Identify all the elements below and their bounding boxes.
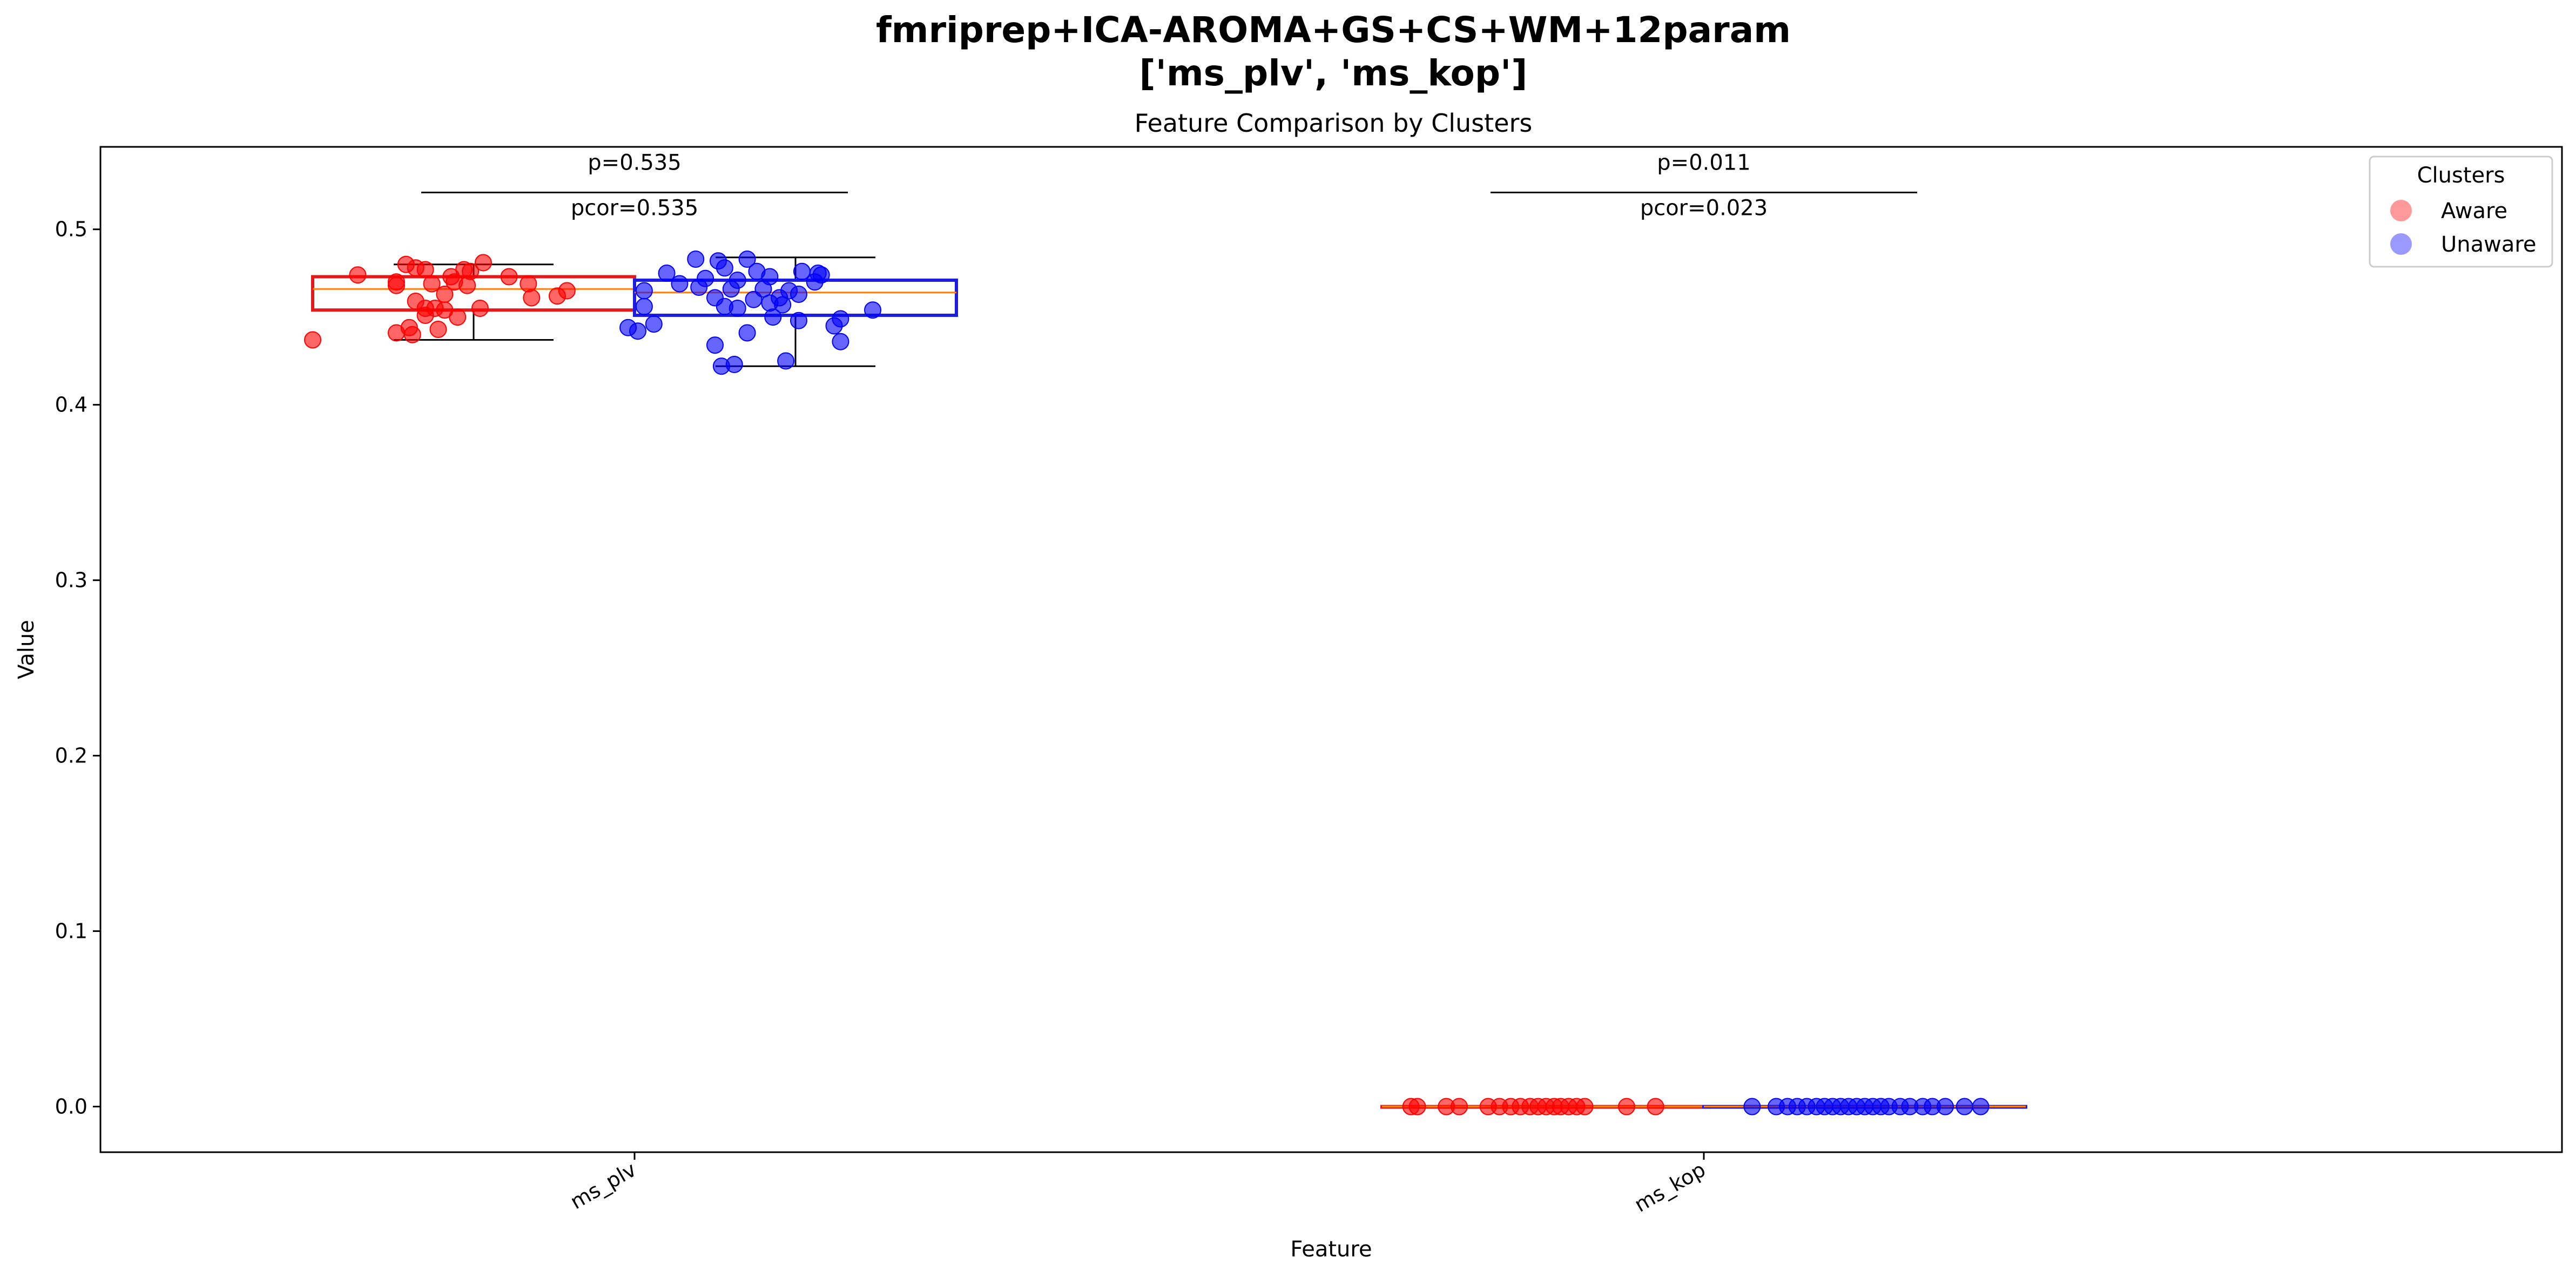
point-unaware: [774, 296, 792, 314]
p-value-label: p=0.535: [588, 150, 681, 175]
point-unaware: [716, 297, 733, 315]
point-aware: [474, 254, 492, 272]
y-tick-label: 0.4: [55, 393, 87, 417]
chart-title-line2: ['ms_plv', 'ms_kop']: [1139, 52, 1528, 94]
pcor-value-label: pcor=0.023: [1640, 195, 1768, 220]
point-aware: [429, 320, 447, 338]
y-axis: 0.0 0.1 0.2 0.3 0.4 0.5: [55, 218, 100, 1119]
point-unaware: [671, 275, 689, 293]
point-aware: [436, 285, 454, 303]
point-aware: [1408, 1098, 1426, 1115]
legend-marker-aware: [2390, 200, 2412, 221]
y-tick-label: 0.5: [55, 218, 87, 241]
point-unaware: [738, 324, 756, 342]
point-unaware: [1743, 1098, 1761, 1115]
x-tick-label-ms-plv: ms_plv: [566, 1158, 640, 1214]
y-tick-label: 0.3: [55, 569, 87, 592]
legend-title: Clusters: [2417, 163, 2505, 188]
plot-area: [99, 146, 2563, 1153]
data-points: [304, 250, 1990, 1115]
point-unaware: [812, 266, 830, 284]
point-unaware: [864, 301, 882, 319]
point-aware: [471, 299, 489, 317]
point-unaware: [716, 259, 733, 277]
point-aware: [423, 275, 441, 293]
point-unaware: [706, 336, 724, 354]
point-unaware: [635, 297, 653, 315]
point-aware: [387, 276, 405, 294]
point-unaware: [687, 250, 705, 268]
point-aware: [458, 276, 476, 294]
legend-marker-unaware: [2390, 233, 2412, 255]
point-aware: [1647, 1098, 1664, 1115]
point-aware: [403, 326, 421, 343]
point-unaware: [635, 282, 653, 300]
point-aware: [500, 268, 518, 286]
pcor-value-label: pcor=0.535: [571, 195, 698, 220]
point-unaware: [745, 290, 763, 308]
x-axis: ms_plv ms_kop: [566, 1152, 1710, 1217]
point-unaware: [690, 278, 708, 296]
point-aware: [1451, 1098, 1468, 1115]
point-unaware: [1955, 1098, 1973, 1115]
y-tick-label: 0.1: [55, 919, 87, 943]
point-unaware: [738, 250, 756, 268]
legend-box: [2369, 155, 2553, 268]
point-aware: [304, 331, 321, 349]
annotation-ms-kop: p=0.011 pcor=0.023: [1491, 150, 1917, 220]
point-unaware: [790, 285, 807, 303]
y-tick-label: 0.0: [55, 1095, 87, 1119]
point-unaware: [777, 352, 795, 370]
legend-label-unaware: Unaware: [2441, 232, 2537, 257]
point-unaware: [658, 264, 676, 282]
point-aware: [349, 266, 367, 284]
annotation-ms-plv: p=0.535 pcor=0.535: [421, 150, 848, 220]
legend-label-aware: Aware: [2441, 199, 2507, 224]
point-unaware: [645, 315, 663, 333]
point-unaware: [629, 322, 646, 340]
point-unaware: [1937, 1098, 1954, 1115]
y-tick-label: 0.2: [55, 744, 87, 768]
point-unaware: [1972, 1098, 1990, 1115]
significance-annotations: p=0.535 pcor=0.535 p=0.011 pcor=0.023: [421, 150, 1917, 220]
point-aware: [1617, 1098, 1635, 1115]
point-unaware: [764, 308, 782, 326]
point-unaware: [722, 280, 740, 298]
point-aware: [387, 324, 405, 342]
p-value-label: p=0.011: [1657, 150, 1750, 175]
point-aware: [1576, 1098, 1594, 1115]
point-unaware: [832, 333, 849, 350]
x-axis-label: Feature: [1290, 1237, 1372, 1262]
point-aware: [449, 308, 467, 326]
chart-subtitle: Feature Comparison by Clusters: [1135, 109, 1533, 138]
point-unaware: [725, 355, 743, 373]
point-aware: [416, 261, 434, 279]
point-unaware: [825, 317, 843, 335]
point-aware: [520, 275, 537, 293]
point-unaware: [790, 312, 807, 329]
point-aware: [558, 282, 576, 300]
point-aware: [416, 306, 434, 324]
x-tick-label-ms-kop: ms_kop: [1630, 1158, 1710, 1217]
legend: Clusters Aware Unaware: [2369, 155, 2553, 268]
chart-title: fmriprep+ICA-AROMA+GS+CS+WM+12param: [876, 9, 1791, 51]
y-axis-label: Value: [14, 620, 39, 679]
point-unaware: [793, 262, 811, 280]
point-aware: [523, 289, 541, 307]
